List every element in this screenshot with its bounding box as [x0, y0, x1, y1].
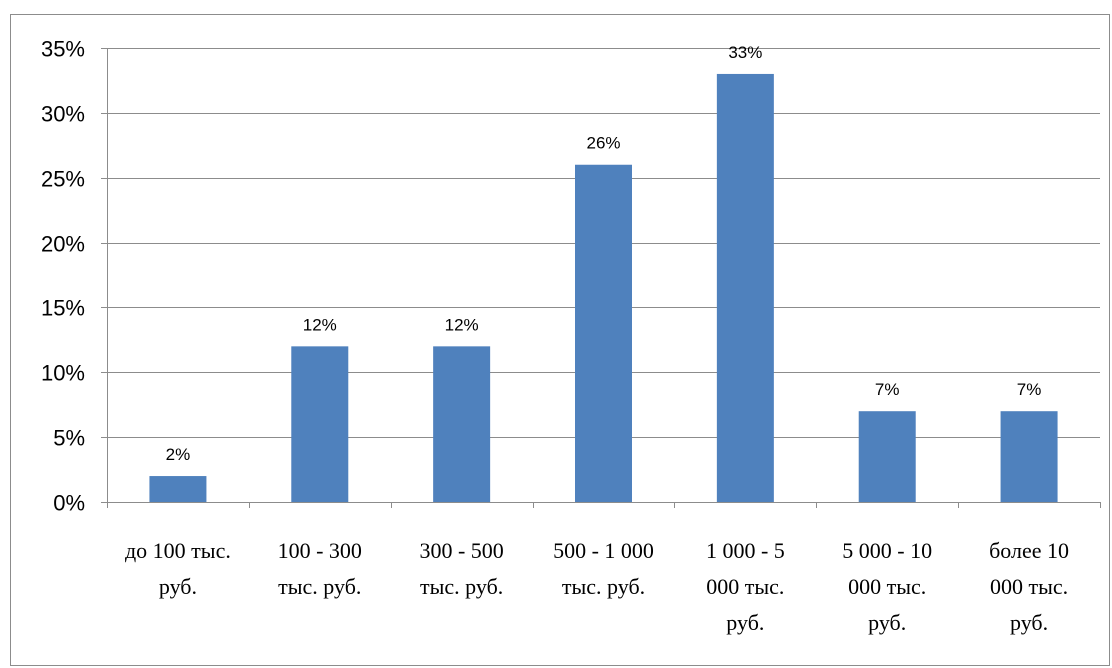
bar: [716, 73, 774, 502]
bar: [433, 346, 491, 502]
data-label: 26%: [586, 134, 620, 153]
data-label: 2%: [166, 445, 191, 464]
x-category-label: 000 тыс.: [990, 574, 1068, 599]
x-category-label: 300 - 500: [419, 538, 503, 563]
bar: [149, 476, 207, 502]
bar: [575, 164, 632, 502]
y-tick-label: 15%: [41, 296, 85, 321]
data-label: 33%: [728, 43, 762, 62]
y-tick-label: 30%: [41, 102, 85, 127]
x-category-label: до 100 тыс.: [125, 538, 231, 563]
labels: 0% 5% 10% 15% 20% 25% 30% 35% 2% до 100 тыс. руб. 1…: [41, 37, 1069, 636]
x-category-label: 500 - 1 000: [553, 538, 654, 563]
y-tick-label: 25%: [41, 167, 85, 192]
data-label: 12%: [303, 315, 337, 334]
data-label: 7%: [1017, 380, 1042, 399]
x-category-label: 000 тыс.: [848, 574, 926, 599]
x-category-label: 100 - 300: [278, 538, 362, 563]
x-category-label: руб.: [1010, 610, 1048, 635]
y-tick-label: 0%: [53, 491, 85, 516]
x-category-label: тыс. руб.: [420, 574, 503, 599]
x-category-label: руб.: [868, 610, 906, 635]
data-label: 12%: [445, 315, 479, 334]
bar: [291, 346, 349, 502]
y-tick-label: 5%: [53, 426, 85, 451]
x-category-label: руб.: [726, 610, 764, 635]
x-category-label: тыс. руб.: [562, 574, 645, 599]
bar: [858, 411, 916, 502]
y-tick-label: 20%: [41, 232, 85, 257]
data-label: 7%: [875, 380, 900, 399]
bars: [149, 73, 1058, 502]
x-category-label: 000 тыс.: [706, 574, 784, 599]
axes: [101, 48, 1101, 508]
x-category-label: более 10: [989, 538, 1069, 563]
bar: [1000, 411, 1058, 502]
x-category-label: руб.: [159, 574, 197, 599]
x-category-label: тыс. руб.: [278, 574, 361, 599]
x-category-label: 1 000 - 5: [706, 538, 785, 563]
chart-frame: [10, 14, 1110, 666]
y-tick-label: 10%: [41, 361, 85, 386]
x-category-label: 5 000 - 10: [842, 538, 932, 563]
y-tick-label: 35%: [41, 37, 85, 62]
